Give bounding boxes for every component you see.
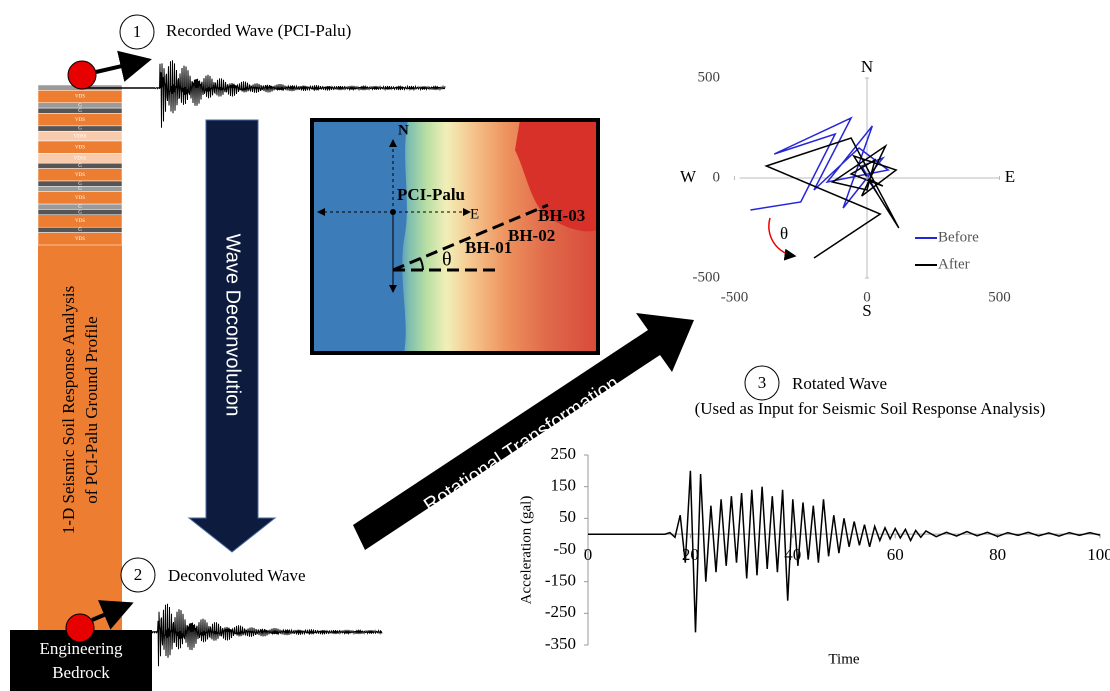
legend-label: Before bbox=[938, 229, 979, 245]
x-tick-label: 0 bbox=[863, 289, 871, 305]
angle-arc bbox=[768, 217, 797, 261]
layer-label: G bbox=[78, 104, 82, 109]
compass-label: W bbox=[680, 167, 697, 186]
x-tick-label: -500 bbox=[721, 289, 749, 305]
step-number: 1 bbox=[133, 22, 142, 41]
bedrock-point bbox=[65, 613, 95, 643]
arrow-label: Wave Deconvolution bbox=[222, 234, 244, 417]
layer-label: VDSS bbox=[74, 134, 87, 139]
profile-title: of PCI-Palu Ground Profile bbox=[82, 316, 101, 503]
map-east: E bbox=[470, 206, 479, 222]
y-tick-label: 250 bbox=[551, 444, 577, 463]
step-number: 3 bbox=[758, 373, 767, 392]
y-axis-title: Acceleration (gal) bbox=[518, 496, 534, 605]
layer-label: VDS bbox=[75, 145, 85, 150]
step-badge bbox=[744, 365, 780, 401]
layer-label: G bbox=[78, 127, 82, 132]
layer-label: G bbox=[78, 164, 82, 169]
layer-label: VDS bbox=[75, 219, 85, 224]
layer-label: VDS bbox=[75, 196, 85, 201]
step-label: Deconvoluted Wave bbox=[168, 566, 306, 585]
layer-label: VDS bbox=[75, 95, 85, 100]
step-number: 2 bbox=[134, 565, 143, 584]
borehole-label: BH-02 bbox=[508, 226, 555, 245]
layer-label: G bbox=[78, 109, 82, 114]
station-point bbox=[390, 209, 396, 215]
layer-label: G bbox=[78, 187, 82, 192]
x-tick-label: 500 bbox=[988, 289, 1011, 305]
x-tick-label: 0 bbox=[584, 545, 593, 564]
compass-label: S bbox=[862, 301, 871, 320]
step-sublabel: (Used as Input for Seismic Soil Response… bbox=[695, 399, 1046, 418]
borehole-line bbox=[392, 203, 549, 272]
x-tick-label: 60 bbox=[887, 545, 904, 564]
step-badge bbox=[120, 557, 156, 593]
layer-label: G bbox=[78, 210, 82, 215]
soil-layers: GVDSGGVDSGVDSSVDSVDSSGVDSGGVDSGGVDSGVDS bbox=[37, 84, 123, 246]
bedrock-label: Engineering bbox=[39, 639, 123, 658]
layer-label: G bbox=[78, 228, 82, 233]
soil-layer bbox=[37, 232, 123, 246]
y-tick-label: -50 bbox=[553, 539, 576, 558]
angle-arc bbox=[419, 257, 424, 271]
y-tick-label: 500 bbox=[698, 69, 721, 85]
layer-label: G bbox=[78, 182, 82, 187]
y-tick-label: -350 bbox=[545, 634, 576, 653]
rotation-arrow bbox=[353, 313, 694, 550]
borehole-label: BH-01 bbox=[465, 238, 512, 257]
pointer-arrow bbox=[95, 50, 152, 82]
map-angle: θ bbox=[442, 249, 452, 271]
orbit-trace bbox=[764, 137, 900, 259]
layer-label: G bbox=[78, 205, 82, 210]
x-tick-label: 80 bbox=[989, 545, 1006, 564]
y-tick-label: -150 bbox=[545, 571, 576, 590]
step-badge bbox=[119, 14, 155, 50]
pointer-arrow bbox=[91, 600, 134, 630]
borehole-label: BH-03 bbox=[538, 206, 585, 225]
layer-label: VDSS bbox=[74, 156, 87, 161]
y-tick-label: -500 bbox=[693, 269, 721, 285]
map-zone bbox=[515, 120, 598, 232]
layer-label: VDS bbox=[75, 173, 85, 178]
waveforms bbox=[149, 60, 446, 667]
y-tick-label: -250 bbox=[545, 602, 576, 621]
compass-label: N bbox=[861, 57, 873, 76]
y-tick-label: 0 bbox=[713, 169, 721, 185]
map-zone bbox=[312, 120, 408, 353]
layer-label: VDS bbox=[75, 237, 85, 242]
y-tick-label: 150 bbox=[551, 476, 577, 495]
x-axis-title: Time bbox=[828, 651, 859, 667]
bedrock-label: Bedrock bbox=[52, 663, 110, 682]
x-tick-label: 100 bbox=[1087, 545, 1110, 564]
map-station: PCI-Palu bbox=[397, 185, 465, 204]
profile-title: 1-D Seismic Soil Response Analysis bbox=[59, 286, 78, 534]
map-frame bbox=[310, 118, 600, 355]
waveform bbox=[149, 603, 383, 667]
record-point bbox=[67, 60, 97, 90]
y-tick-label: 50 bbox=[559, 507, 576, 526]
compass-label: E bbox=[1005, 167, 1015, 186]
deconvolution-arrow bbox=[187, 119, 277, 553]
step-label: Rotated Wave bbox=[792, 374, 887, 393]
step-label: Recorded Wave (PCI-Palu) bbox=[166, 21, 351, 40]
arrow-label: Rotational Transformation bbox=[420, 372, 623, 517]
acceleration-line bbox=[588, 470, 1101, 633]
waveform bbox=[154, 60, 446, 128]
map-north: N bbox=[398, 122, 409, 138]
layer-label: VDS bbox=[75, 118, 85, 123]
angle-label: θ bbox=[780, 224, 788, 243]
legend-label: After bbox=[938, 256, 970, 272]
